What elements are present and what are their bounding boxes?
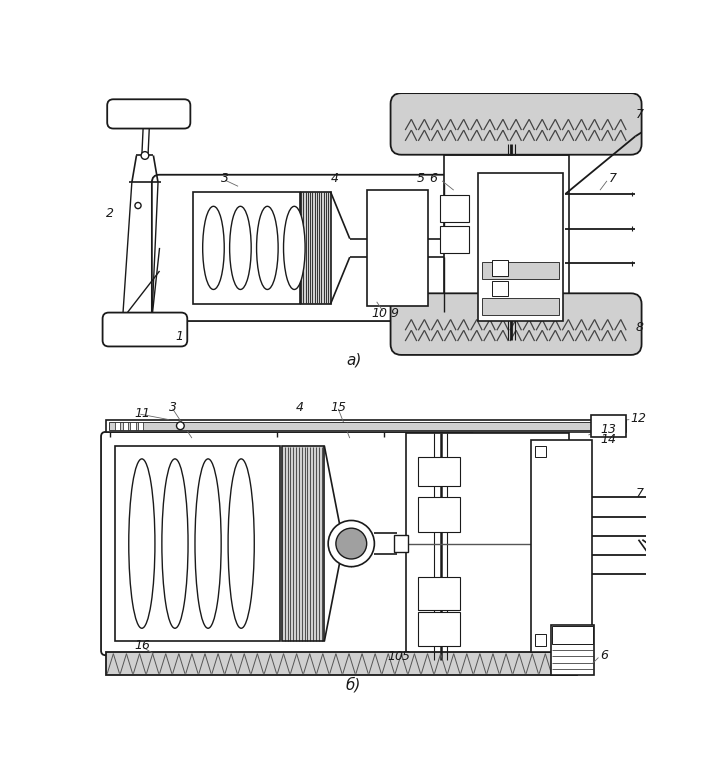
Text: 5: 5 bbox=[401, 650, 410, 663]
Bar bbox=[406, 434, 570, 660]
Text: 11: 11 bbox=[134, 407, 150, 420]
Text: 9: 9 bbox=[390, 307, 399, 320]
Ellipse shape bbox=[228, 459, 254, 629]
Text: 12: 12 bbox=[631, 411, 647, 424]
Ellipse shape bbox=[230, 206, 251, 289]
Bar bbox=[130, 422, 135, 430]
Bar bbox=[492, 281, 508, 296]
Text: 1: 1 bbox=[175, 330, 183, 343]
Bar bbox=[282, 445, 324, 641]
Text: 7: 7 bbox=[636, 108, 644, 121]
Bar bbox=[440, 226, 469, 253]
FancyBboxPatch shape bbox=[107, 99, 190, 129]
Text: б): б) bbox=[346, 677, 361, 692]
FancyBboxPatch shape bbox=[390, 93, 642, 154]
Bar bbox=[418, 577, 460, 610]
Bar bbox=[552, 626, 593, 644]
Text: 10: 10 bbox=[372, 307, 387, 320]
Bar bbox=[482, 298, 559, 315]
Text: 4: 4 bbox=[330, 172, 338, 185]
Circle shape bbox=[328, 521, 374, 566]
Bar bbox=[109, 422, 623, 430]
Ellipse shape bbox=[129, 459, 155, 629]
FancyBboxPatch shape bbox=[101, 432, 474, 655]
Ellipse shape bbox=[256, 206, 278, 289]
FancyBboxPatch shape bbox=[152, 175, 452, 321]
Bar bbox=[531, 440, 593, 652]
Bar bbox=[552, 625, 594, 675]
Bar bbox=[115, 422, 120, 430]
Text: 3: 3 bbox=[168, 400, 177, 414]
Bar bbox=[138, 422, 143, 430]
Bar bbox=[440, 195, 469, 223]
Bar bbox=[367, 190, 428, 306]
Ellipse shape bbox=[202, 206, 224, 289]
Text: 7: 7 bbox=[636, 487, 644, 500]
Text: 6: 6 bbox=[429, 172, 437, 185]
FancyBboxPatch shape bbox=[102, 313, 187, 346]
Bar bbox=[590, 415, 626, 437]
Text: 14: 14 bbox=[600, 433, 616, 446]
Text: 4: 4 bbox=[296, 400, 304, 414]
Bar bbox=[194, 192, 300, 304]
Bar bbox=[122, 422, 128, 430]
Bar bbox=[115, 445, 281, 641]
Bar bbox=[482, 262, 559, 279]
Bar bbox=[394, 535, 408, 552]
Ellipse shape bbox=[284, 206, 305, 289]
Bar bbox=[418, 497, 460, 532]
Bar bbox=[534, 445, 546, 457]
Bar bbox=[106, 420, 626, 432]
Text: 3: 3 bbox=[221, 172, 229, 185]
FancyBboxPatch shape bbox=[390, 293, 642, 355]
Circle shape bbox=[336, 528, 366, 559]
Text: 8: 8 bbox=[636, 320, 644, 334]
Text: 7: 7 bbox=[609, 172, 617, 185]
Text: 13: 13 bbox=[600, 423, 616, 436]
Ellipse shape bbox=[195, 459, 221, 629]
Bar bbox=[418, 612, 460, 646]
Text: 6: 6 bbox=[600, 650, 608, 663]
Circle shape bbox=[176, 422, 184, 430]
Bar bbox=[492, 260, 508, 275]
Bar bbox=[301, 192, 330, 304]
Circle shape bbox=[135, 203, 141, 209]
Bar bbox=[534, 635, 546, 646]
Circle shape bbox=[141, 151, 149, 159]
Text: 10: 10 bbox=[387, 650, 403, 663]
Text: а): а) bbox=[346, 352, 361, 367]
Bar bbox=[478, 173, 563, 321]
Text: 2: 2 bbox=[106, 206, 114, 220]
Bar bbox=[418, 456, 460, 486]
Bar bbox=[444, 155, 570, 341]
Text: 16: 16 bbox=[134, 639, 150, 653]
Bar bbox=[106, 652, 577, 675]
Ellipse shape bbox=[162, 459, 188, 629]
Text: 15: 15 bbox=[330, 400, 346, 414]
Text: 5: 5 bbox=[417, 172, 425, 185]
